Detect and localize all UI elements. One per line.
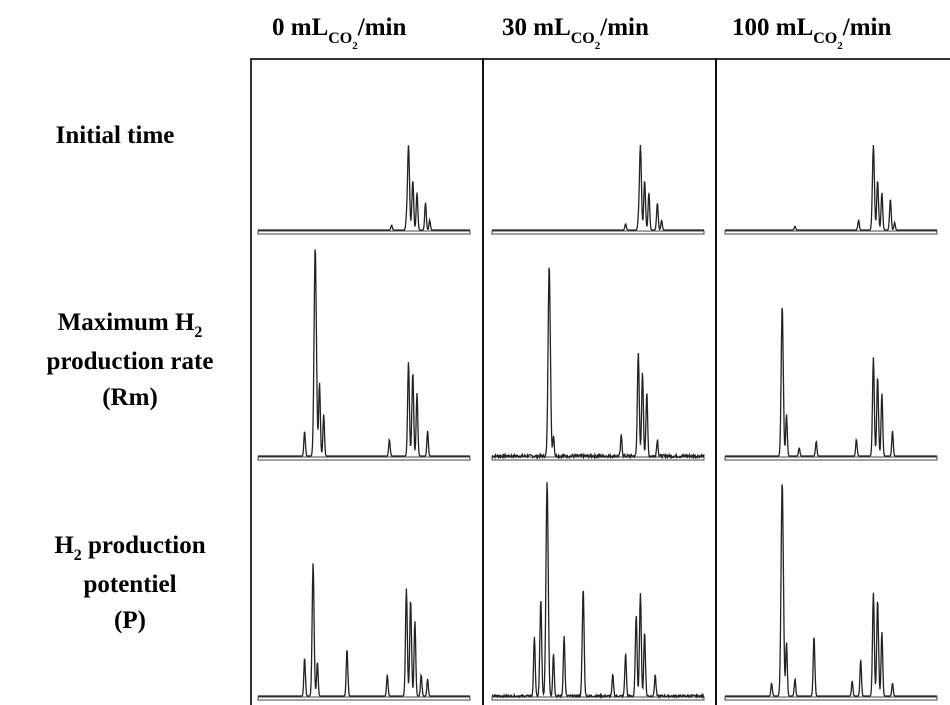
chromatogram-trace bbox=[725, 484, 937, 697]
chromatogram-trace bbox=[725, 307, 937, 457]
row-header-line: (Rm) bbox=[102, 384, 158, 411]
chromatogram-r0-c1 bbox=[491, 144, 705, 235]
baseline bbox=[257, 230, 471, 235]
row-header-line: production rate bbox=[46, 348, 214, 375]
chromatogram-r2-c0 bbox=[257, 563, 471, 701]
row-header-max-rate: Maximum H2 production rate (Rm) bbox=[0, 305, 260, 416]
row-header-line: potentiel bbox=[83, 571, 177, 598]
column-header-2: 100 mLCO2/min bbox=[732, 14, 892, 52]
baseline bbox=[257, 456, 471, 461]
chromatogram-trace bbox=[258, 249, 470, 457]
row-header-line: H2 production bbox=[54, 532, 206, 564]
baseline bbox=[724, 696, 938, 701]
chromatogram-trace bbox=[491, 482, 705, 700]
chromatogram-trace bbox=[258, 563, 470, 697]
chromatogram-trace bbox=[725, 144, 937, 231]
baseline bbox=[724, 456, 938, 461]
baseline bbox=[724, 230, 938, 235]
baseline bbox=[491, 696, 705, 701]
chromatogram-r0-c2 bbox=[724, 144, 938, 235]
chromatogram-r1-c2 bbox=[724, 307, 938, 461]
chromatogram-trace bbox=[492, 144, 704, 231]
chromatogram-grid bbox=[250, 58, 950, 705]
chromatogram-r1-c1 bbox=[491, 267, 705, 461]
column-header-0: 0 mLCO2/min bbox=[272, 14, 407, 52]
chromatogram-r1-c0 bbox=[257, 249, 471, 461]
column-header-1: 30 mLCO2/min bbox=[502, 14, 649, 52]
chromatogram-r2-c2 bbox=[724, 484, 938, 701]
row-header-line: (P) bbox=[114, 607, 146, 634]
chromatogram-trace bbox=[258, 145, 470, 231]
row-header-line: Maximum H2 bbox=[57, 309, 203, 341]
grid-top-border bbox=[250, 58, 950, 60]
column-divider-1 bbox=[482, 58, 484, 705]
row-header-line: Initial time bbox=[55, 122, 175, 149]
grid-left-border bbox=[250, 58, 252, 705]
row-header-potential: H2 production potentiel (P) bbox=[0, 528, 260, 639]
chromatogram-trace bbox=[491, 267, 705, 460]
baseline bbox=[491, 230, 705, 235]
chromatogram-r0-c0 bbox=[257, 145, 471, 235]
row-header-initial-time: Initial time bbox=[0, 118, 245, 154]
column-divider-2 bbox=[715, 58, 717, 705]
chromatogram-r2-c1 bbox=[491, 482, 705, 701]
baseline bbox=[257, 696, 471, 701]
